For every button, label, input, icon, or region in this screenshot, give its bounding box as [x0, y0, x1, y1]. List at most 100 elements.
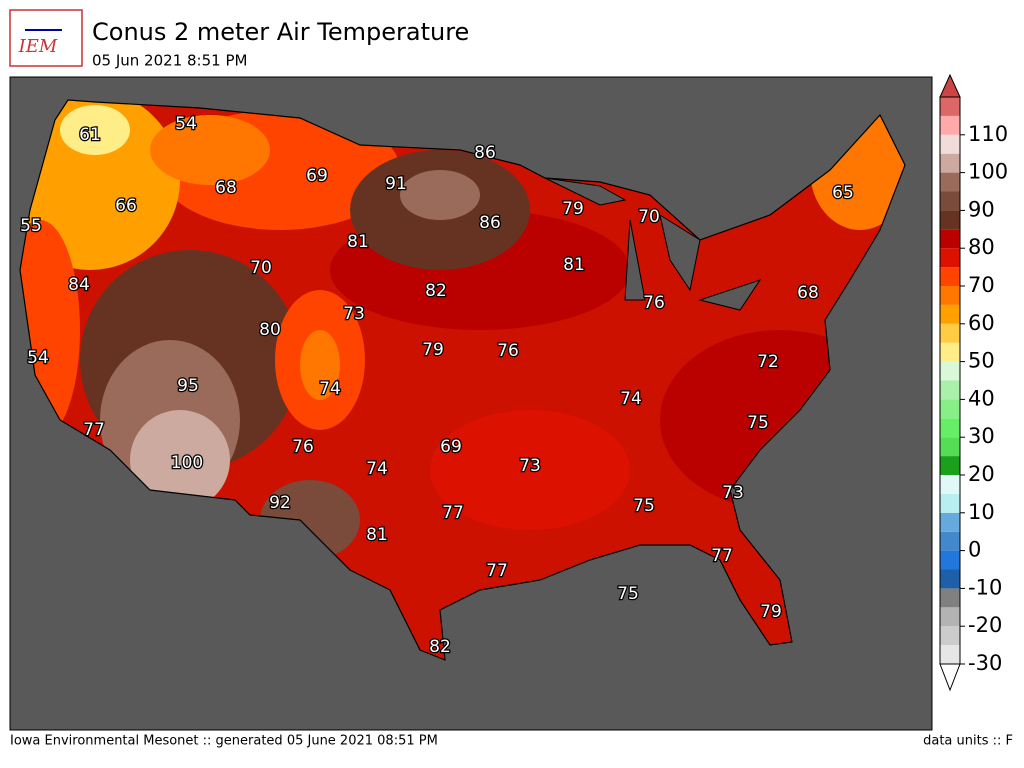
colorbar-over — [939, 73, 961, 98]
colorbar-tick-label: 0 — [968, 538, 981, 562]
colorbar-tick-label: 70 — [968, 273, 995, 297]
great-lakes — [544, 177, 762, 311]
colorbar-band — [940, 361, 960, 381]
contour-label: 80 — [259, 320, 281, 340]
footer-right: data units :: F — [923, 734, 1013, 749]
field-area — [20, 220, 80, 440]
contour-label: 74 — [319, 379, 341, 399]
colorbar-band — [940, 97, 960, 116]
contour-label: 86 — [479, 213, 501, 233]
contour-label: 74 — [620, 389, 642, 409]
colorbar-band — [940, 475, 960, 494]
contour-label: 73 — [519, 456, 541, 476]
colorbar-band — [940, 286, 960, 305]
colorbar-band — [940, 380, 960, 400]
contour-label: 75 — [633, 496, 655, 516]
contour-label: 79 — [422, 340, 444, 360]
contour-label: 66 — [115, 196, 137, 216]
colorbar-band — [940, 210, 960, 230]
colorbar-tick-label: 50 — [968, 349, 995, 373]
contour-label: 76 — [292, 437, 314, 457]
colorbar-tick-label: 20 — [968, 462, 995, 486]
colorbar-band — [940, 172, 960, 192]
contour-label: 84 — [68, 275, 90, 295]
colorbar-band — [940, 399, 960, 419]
colorbar: -30 -20 -10 0 10 20 30 40 50 60 70 80 90 100 110 — [939, 73, 1008, 692]
contour-label: 76 — [497, 341, 519, 361]
contour-label: 68 — [215, 178, 237, 198]
contour-label: 65 — [832, 183, 854, 203]
colorbar-band — [940, 645, 960, 664]
field-area — [430, 410, 630, 530]
contour-label: 86 — [474, 143, 496, 163]
colorbar-band — [940, 569, 960, 589]
contour-label: 75 — [747, 413, 769, 433]
contour-label: 72 — [757, 352, 779, 372]
contour-label: 68 — [797, 283, 819, 303]
colorbar-band — [940, 626, 960, 646]
colorbar-tick-label: 100 — [968, 160, 1008, 184]
contour-label: 77 — [486, 561, 508, 581]
colorbar-band — [940, 229, 960, 249]
logo: IEM — [9, 9, 83, 67]
colorbar-tick-label: 110 — [968, 122, 1008, 146]
contour-label: 69 — [440, 437, 462, 457]
colorbar-tick-label: 30 — [968, 424, 995, 448]
contour-label: 77 — [442, 503, 464, 523]
footer-left: Iowa Environmental Mesonet :: generated … — [10, 734, 438, 749]
colorbar-band — [940, 342, 960, 362]
contour-label: 73 — [722, 483, 744, 503]
contour-label: 54 — [27, 348, 49, 368]
field-area — [150, 115, 270, 185]
contour-label: 69 — [306, 166, 328, 186]
colorbar-band — [940, 607, 960, 627]
colorbar-band — [940, 134, 960, 154]
contour-label: 70 — [250, 258, 272, 278]
colorbar-tick-label: -30 — [968, 651, 1002, 675]
colorbar-tick-label: 80 — [968, 235, 995, 259]
field-area — [60, 105, 130, 155]
contour-label: 54 — [175, 114, 197, 134]
contour-label: 100 — [171, 453, 203, 473]
contour-label: 81 — [563, 255, 585, 275]
colorbar-tick-label: 10 — [968, 500, 995, 524]
colorbar-band — [940, 248, 960, 268]
contour-label: 91 — [385, 174, 407, 194]
logo-box — [9, 9, 83, 67]
contour-labels: 61 54 68 69 91 86 55 66 81 86 79 70 70 84 81 82 80 73 76 54… — [19, 113, 855, 659]
colorbar-band — [940, 323, 960, 343]
field-area — [400, 170, 480, 220]
field-area — [300, 330, 340, 400]
contour-label: 79 — [760, 602, 782, 622]
colorbar-band — [940, 493, 960, 513]
contour-label: 92 — [269, 493, 291, 513]
colorbar-band — [940, 267, 960, 286]
contour-label: 55 — [20, 216, 42, 236]
colorbar-tick-label: -20 — [968, 613, 1002, 637]
contour-label: 77 — [711, 546, 733, 566]
colorbar-band — [940, 304, 960, 324]
title: Conus 2 meter Air Temperature — [92, 18, 469, 46]
contour-label: 82 — [425, 281, 447, 301]
contour-label: 82 — [429, 637, 451, 657]
colorbar-tick-label: -10 — [968, 575, 1002, 599]
contour-label: 73 — [343, 304, 365, 324]
field-area — [130, 410, 230, 510]
colorbar-tick-label: 90 — [968, 197, 995, 221]
colorbar-band — [940, 437, 960, 457]
contour-label: 79 — [562, 199, 584, 219]
colorbar-tick-label: 60 — [968, 311, 995, 335]
contour-label: 74 — [366, 459, 388, 479]
colorbar-band — [940, 153, 960, 173]
colorbar-band — [940, 418, 960, 438]
contour-label: 77 — [83, 420, 105, 440]
colorbar-band — [940, 191, 960, 211]
colorbar-band — [940, 550, 960, 570]
contour-label: 81 — [366, 525, 388, 545]
contour-label: 76 — [643, 293, 665, 313]
colorbar-band — [940, 115, 960, 135]
colorbar-border — [939, 96, 961, 665]
contour-label: 61 — [79, 125, 101, 145]
logo-text: IEM — [18, 36, 58, 57]
